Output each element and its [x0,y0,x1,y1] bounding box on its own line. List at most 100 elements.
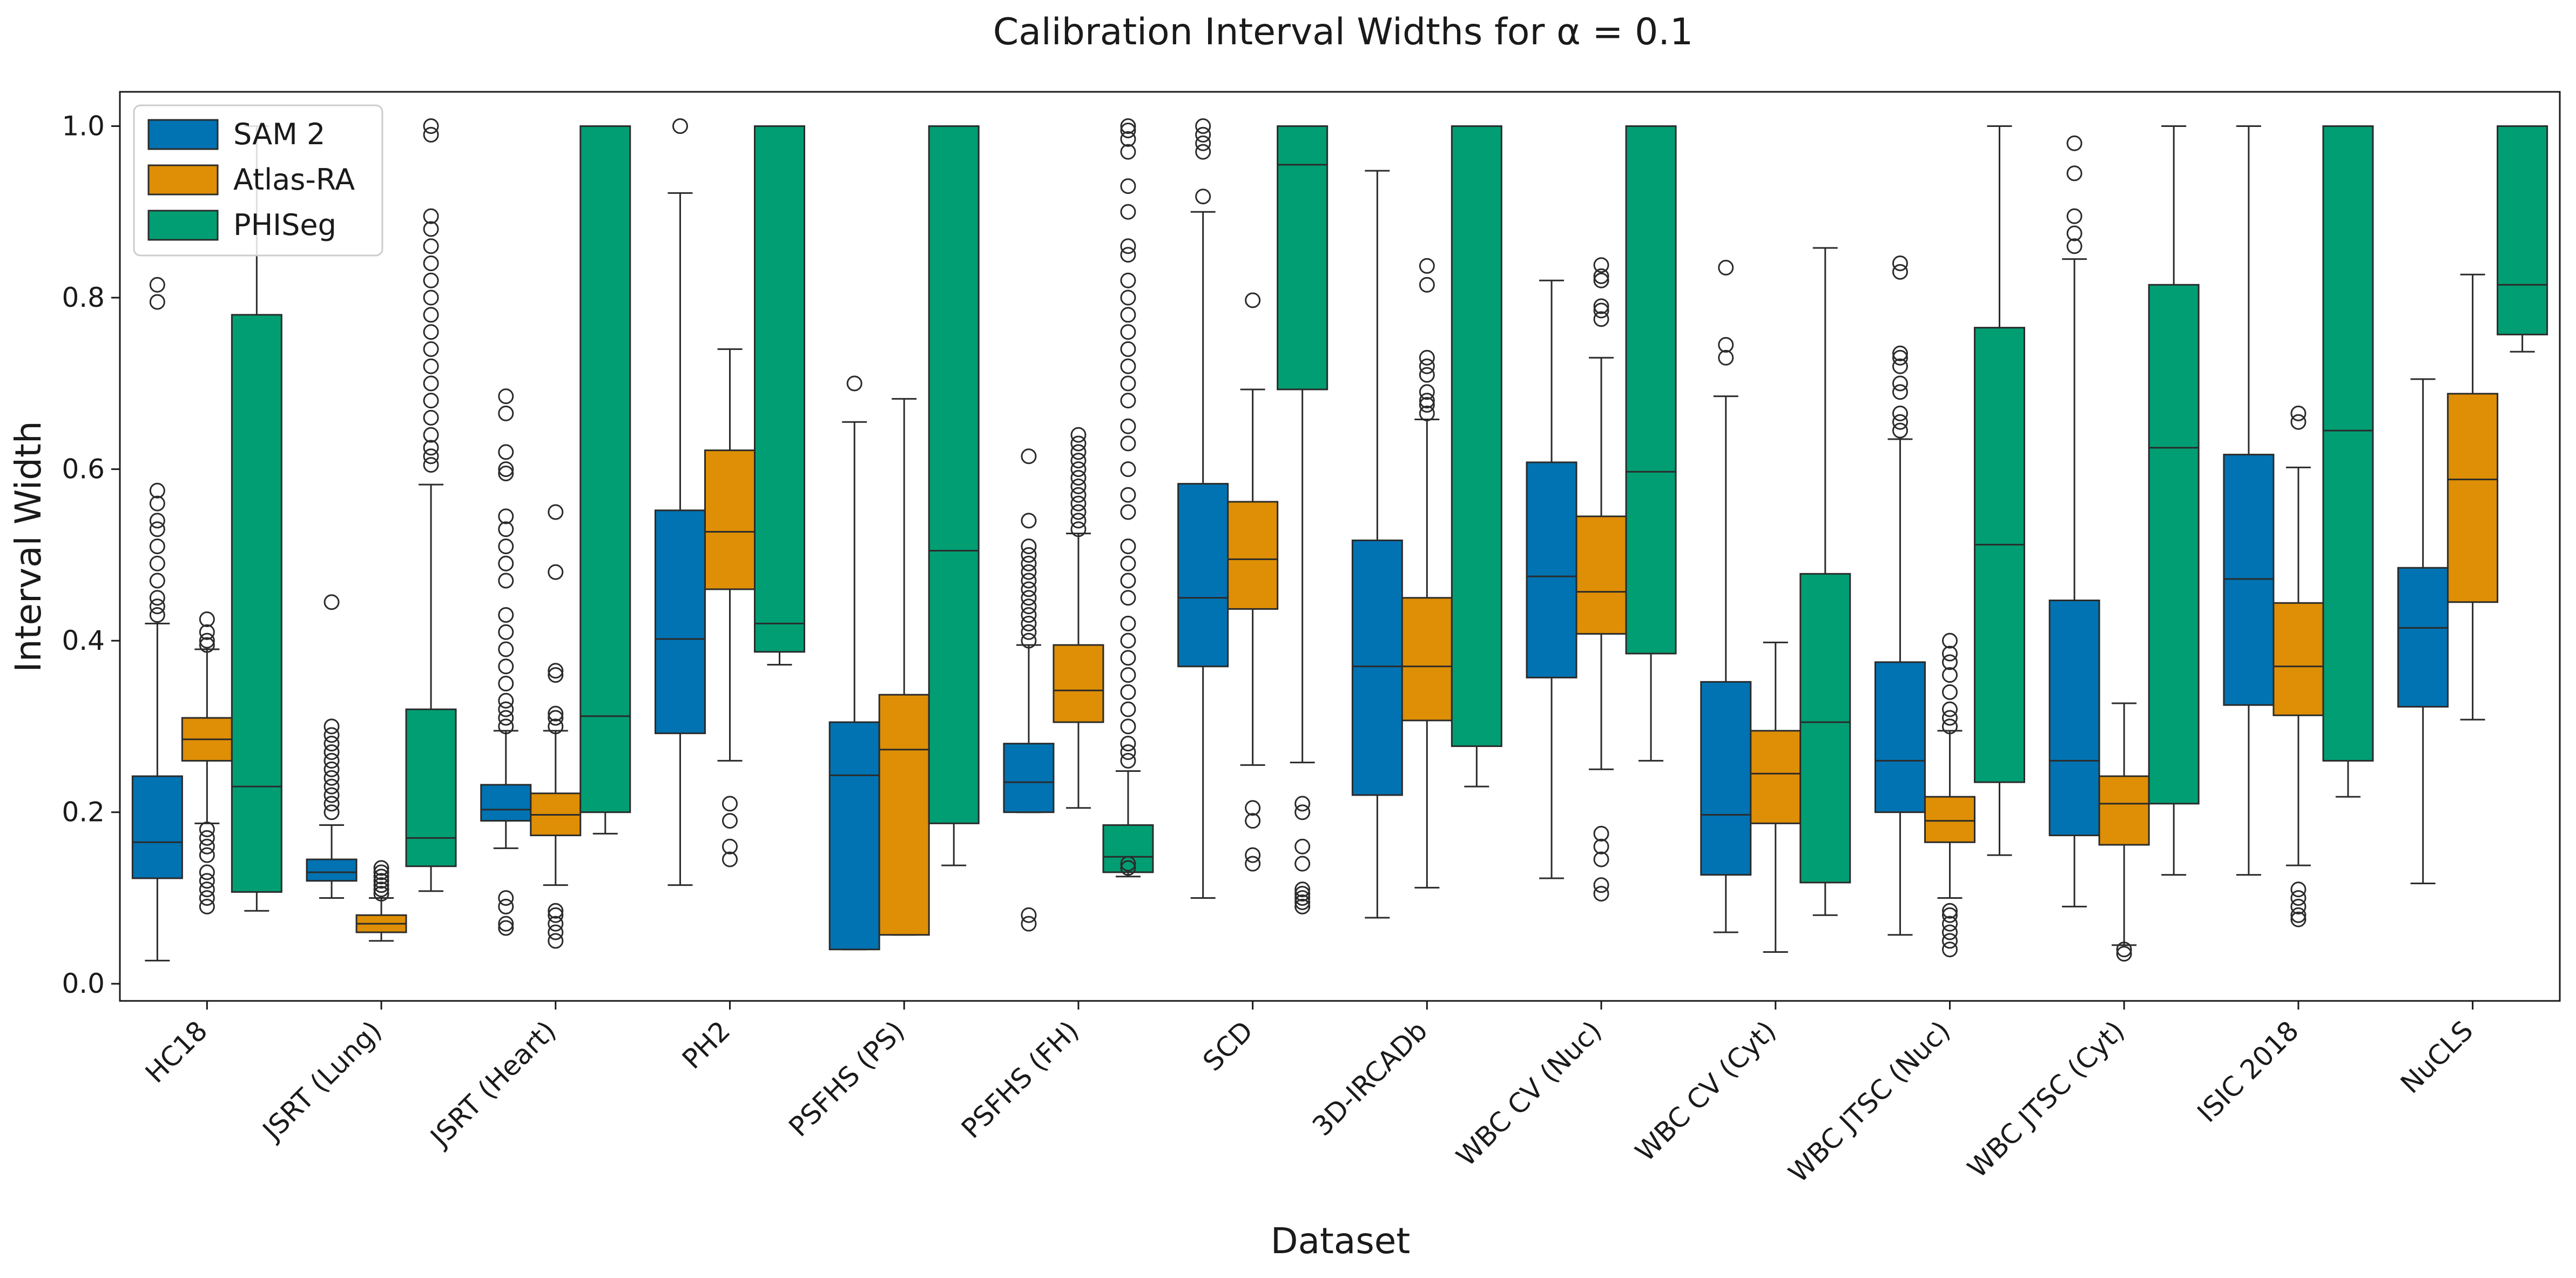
box-mark [2447,273,2499,721]
box-body [1750,730,1802,824]
outlier-point [1294,856,1311,872]
box-mark [655,118,706,886]
box-body [1277,125,1329,391]
outlier-point [1942,903,1958,919]
box-body [2447,393,2499,603]
outlier-point [1120,131,1136,147]
box-body [1003,743,1055,813]
box-mark [1053,427,1104,809]
outlier-point [1195,126,1211,143]
outlier-point [1593,311,1609,327]
box-body [2148,284,2200,805]
outlier-point [498,555,514,571]
outlier-point [498,466,514,482]
box-mark [181,611,233,914]
outlier-point [548,705,564,722]
outlier-point [1942,684,1958,700]
outlier-point [1942,654,1958,670]
outlier-point [199,633,215,649]
y-tick-label: 0.4 [62,625,105,656]
outlier-point [498,701,514,717]
outlier-point [1195,189,1211,205]
plot-area [119,91,2561,1002]
box-body [1700,681,1752,876]
box-mark [1277,125,1329,914]
outlier-point [2290,882,2307,898]
box-body [1874,661,1926,813]
outlier-point [498,573,514,589]
box-body [2223,454,2275,706]
box-body [2322,125,2374,762]
outlier-point [1120,504,1136,520]
box-body [704,449,756,590]
box-mark [131,277,183,961]
legend-label: Atlas-RA [233,163,355,197]
outlier-point [1120,744,1136,761]
box-series [131,118,2449,961]
outlier-point [1593,272,1609,288]
outlier-point [1120,615,1136,631]
box-mark [480,388,532,936]
outlier-point [2066,165,2082,181]
outlier-point [1021,607,1037,623]
box-mark [1924,633,1975,958]
outlier-point [498,388,514,405]
outlier-point [1294,838,1311,855]
outlier-point [373,864,389,880]
y-tick-label: 0.6 [62,454,105,485]
outlier-point [323,787,340,803]
outlier-point [548,907,564,923]
outlier-point [1593,838,1609,855]
outlier-point [323,752,340,769]
outlier-point [1070,444,1087,460]
outlier-point [1120,633,1136,649]
outlier-point [1021,590,1037,606]
box-body [1924,796,1975,843]
outlier-point [1593,886,1609,902]
outlier-point [423,118,439,134]
outlier-point [323,594,340,610]
outlier-point [423,290,439,306]
outlier-point [722,796,738,812]
outlier-point [1718,337,1734,353]
outlier-point [1070,478,1087,494]
outlier-point [1021,615,1037,631]
box-body [2397,567,2449,708]
outlier-point [423,409,439,426]
outlier-point [1593,298,1609,314]
outlier-point [1942,701,1958,717]
outlier-point [323,796,340,812]
outlier-point [1120,122,1136,138]
outlier-point [1070,453,1087,469]
box-body [878,694,930,936]
outlier-point [2290,890,2307,906]
outlier-point [1593,825,1609,842]
x-axis-label: Dataset [1271,1220,1410,1262]
outlier-point [1892,264,1908,280]
outlier-point [1120,667,1136,683]
outlier-point [1419,367,1435,383]
box-body [2497,125,2548,335]
box-body [2098,775,2150,846]
box-mark [2322,125,2374,798]
outlier-point [498,405,514,421]
box-body [1351,539,1403,796]
outlier-point [1942,645,1958,662]
outlier-point [1195,135,1211,151]
outlier-point [199,898,215,914]
outlier-point [1942,924,1958,940]
outlier-point [1195,118,1211,134]
outlier-point [149,539,165,554]
outlier-point [1120,144,1136,160]
outlier-point [1021,581,1037,597]
outlier-point [2116,941,2132,958]
outlier-point [1294,898,1311,914]
outlier-point [323,778,340,795]
outlier-point [1419,397,1435,413]
outlier-point [846,375,862,392]
outlier-point [1120,684,1136,700]
y-tick-label: 0.0 [62,968,105,999]
outlier-point [323,727,340,743]
box-mark [1575,257,1627,902]
box-mark [1874,255,1926,936]
